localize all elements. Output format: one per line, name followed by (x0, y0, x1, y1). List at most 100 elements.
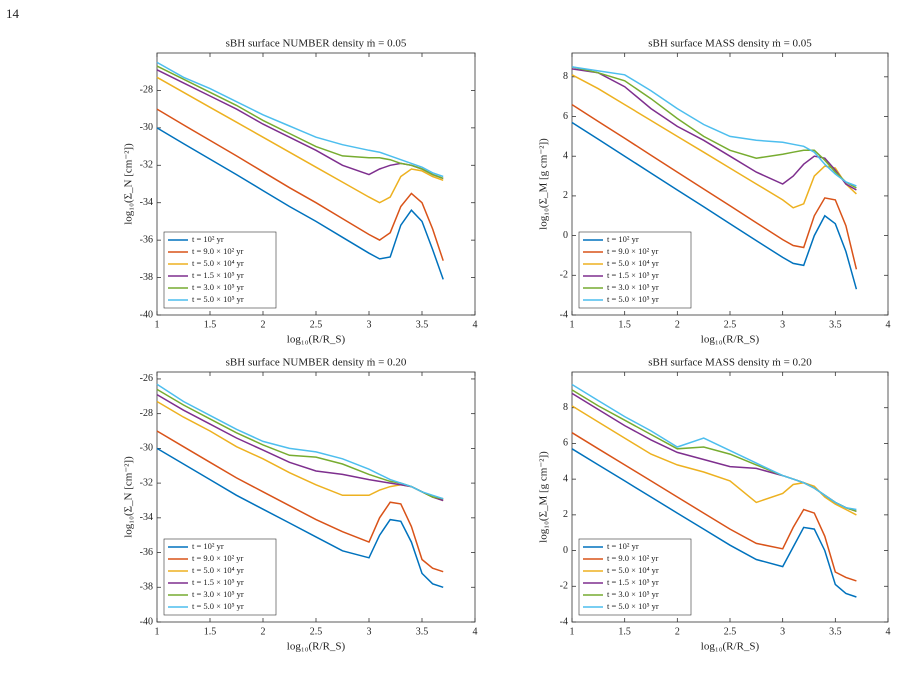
series-line (571, 66, 857, 187)
y-tick-label: 6 (563, 438, 568, 449)
x-tick-label: 1 (155, 626, 160, 637)
y-tick-label: -2 (560, 581, 568, 592)
legend-label: t = 3.0 × 10⁵ yr (192, 589, 244, 599)
legend-label: t = 9.0 × 10² yr (607, 553, 658, 563)
y-tick-label: 0 (563, 230, 568, 241)
x-tick-label: 4 (886, 626, 891, 637)
y-tick-label: -36 (140, 547, 153, 558)
legend-label: t = 5.0 × 10⁵ yr (607, 294, 659, 304)
legend-label: t = 10² yr (607, 234, 639, 244)
legend-label: t = 5.0 × 10⁴ yr (192, 565, 244, 575)
x-tick-label: 3 (780, 319, 785, 330)
x-tick-label: 2.5 (310, 626, 323, 637)
x-tick-label: 4 (886, 319, 891, 330)
series-line (156, 76, 444, 204)
series-line (156, 447, 444, 589)
x-tick-label: 1.5 (204, 626, 217, 637)
chart-title: sBH surface NUMBER density ṁ = 0.20 (226, 357, 407, 369)
x-tick-label: 2 (675, 319, 680, 330)
chart-title: sBH surface NUMBER density ṁ = 0.05 (226, 38, 407, 50)
x-tick-label: 2 (675, 626, 680, 637)
legend-label: t = 9.0 × 10² yr (192, 553, 243, 563)
x-tick-label: 2.5 (724, 626, 737, 637)
y-axis-label: log₁₀(Σ_M [g cm⁻²]) (538, 451, 550, 543)
legend-label: t = 5.0 × 10⁴ yr (607, 258, 659, 268)
x-tick-label: 2 (261, 626, 266, 637)
series-line (156, 383, 444, 500)
y-tick-label: -34 (140, 512, 153, 523)
x-axis-label: log₁₀(R/R_S) (287, 641, 346, 653)
y-tick-label: -40 (140, 616, 153, 627)
legend-box (578, 538, 692, 616)
legend-label: t = 1.5 × 10⁵ yr (192, 270, 244, 280)
y-tick-label: -28 (140, 85, 153, 96)
series-line (156, 65, 444, 180)
x-tick-label: 3.5 (829, 626, 842, 637)
y-tick-label: 8 (563, 71, 568, 82)
y-tick-label: 8 (563, 402, 568, 413)
y-tick-label: -38 (140, 272, 153, 283)
x-axis-label: log₁₀(R/R_S) (701, 334, 760, 346)
legend-label: t = 9.0 × 10² yr (192, 246, 243, 256)
x-tick-label: 3 (367, 626, 372, 637)
series-line (571, 405, 857, 516)
y-tick-label: -4 (560, 309, 568, 320)
legend-label: t = 1.5 × 10⁵ yr (607, 270, 659, 280)
y-axis-label: log₁₀(Σ_N [cm⁻²]) (123, 456, 135, 538)
y-tick-label: -40 (140, 309, 153, 320)
x-tick-label: 2 (261, 319, 266, 330)
legend-label: t = 10² yr (192, 234, 224, 244)
legend-label: t = 9.0 × 10² yr (607, 246, 658, 256)
y-tick-label: -34 (140, 197, 153, 208)
x-tick-label: 3.5 (829, 319, 842, 330)
series-line (156, 430, 444, 573)
series-line (571, 103, 858, 270)
legend-label: t = 1.5 × 10⁵ yr (192, 577, 244, 587)
series-line (571, 121, 858, 290)
page-number: 14 (6, 6, 20, 21)
x-tick-label: 3 (367, 319, 372, 330)
series-line (156, 61, 444, 178)
y-tick-label: -30 (140, 443, 153, 454)
y-tick-label: -30 (140, 122, 153, 133)
y-tick-label: -28 (140, 408, 153, 419)
x-tick-label: 1.5 (618, 626, 631, 637)
y-tick-label: -32 (140, 160, 153, 171)
legend-label: t = 5.0 × 10⁵ yr (192, 294, 244, 304)
y-tick-label: 2 (563, 190, 568, 201)
x-tick-label: 4 (473, 626, 478, 637)
legend-label: t = 1.5 × 10⁵ yr (607, 577, 659, 587)
series-line (156, 108, 444, 261)
legend-label: t = 3.0 × 10⁵ yr (607, 282, 659, 292)
legend-label: t = 5.0 × 10⁵ yr (607, 601, 659, 611)
series-line (571, 66, 857, 189)
legend-label: t = 5.0 × 10⁴ yr (192, 258, 244, 268)
x-tick-label: 3 (780, 626, 785, 637)
chart-title: sBH surface MASS density ṁ = 0.20 (648, 357, 812, 369)
x-tick-label: 1.5 (204, 319, 217, 330)
legend-label: t = 10² yr (607, 541, 639, 551)
series-line (571, 448, 857, 598)
y-tick-label: -26 (140, 373, 153, 384)
series-line (571, 383, 857, 511)
y-tick-label: -2 (560, 270, 568, 281)
y-axis-label: log₁₀(Σ_M [g cm⁻²]) (538, 138, 550, 230)
x-tick-label: 1 (570, 626, 575, 637)
x-tick-label: 4 (473, 319, 478, 330)
legend-label: t = 5.0 × 10⁴ yr (607, 565, 659, 575)
y-tick-label: 6 (563, 111, 568, 122)
series-line (156, 127, 444, 280)
x-axis-label: log₁₀(R/R_S) (701, 641, 760, 653)
y-tick-label: 0 (563, 545, 568, 556)
x-tick-label: 1.5 (618, 319, 631, 330)
y-tick-label: -38 (140, 582, 153, 593)
y-tick-label: 2 (563, 509, 568, 520)
series-line (571, 432, 857, 582)
y-axis-label: log₁₀(Σ_N [cm⁻²]) (123, 143, 135, 225)
x-tick-label: 3.5 (416, 319, 429, 330)
y-tick-label: 4 (563, 151, 568, 162)
y-tick-label: 4 (563, 473, 568, 484)
x-tick-label: 1 (570, 319, 575, 330)
x-tick-label: 3.5 (416, 626, 429, 637)
